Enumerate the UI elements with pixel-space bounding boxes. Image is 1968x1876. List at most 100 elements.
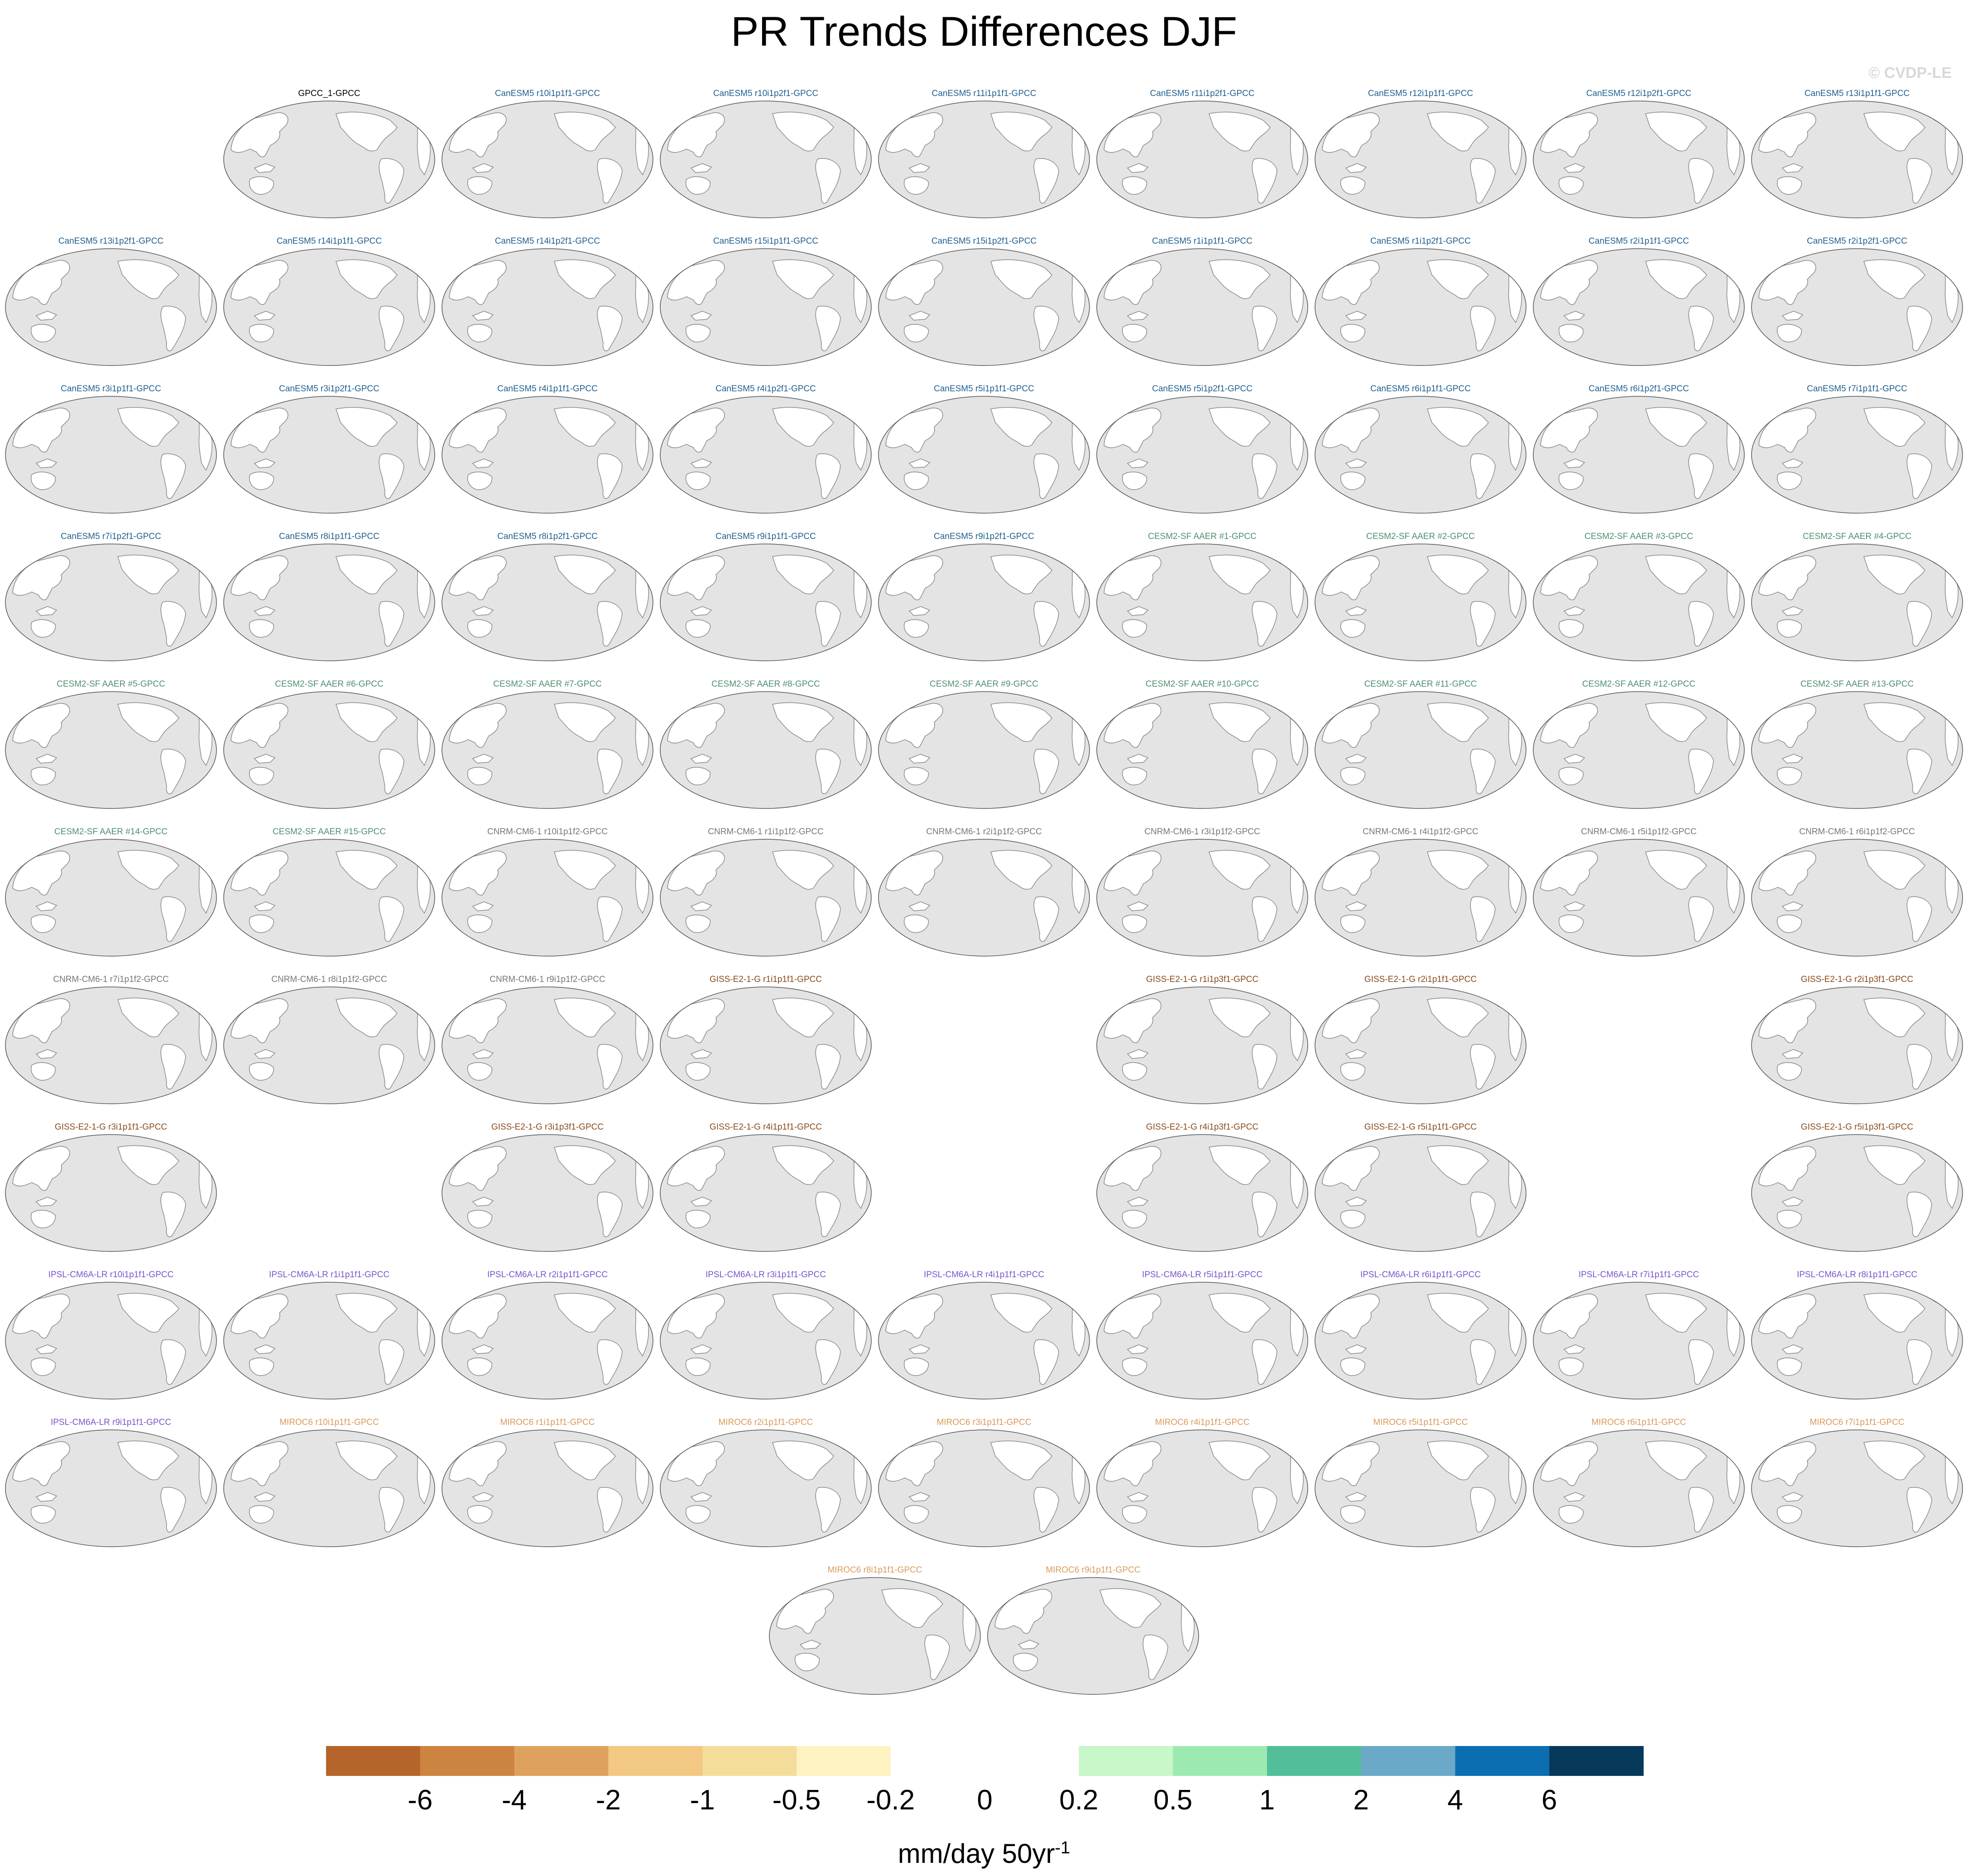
colorbar-swatch bbox=[890, 1746, 985, 1776]
land-area bbox=[1563, 901, 1585, 911]
map-panel: CanESM5 r3i1p2f1-GPCC bbox=[223, 384, 436, 520]
map-panel-title: CESM2-SF AAER #9-GPCC bbox=[930, 679, 1038, 689]
land-area bbox=[1777, 914, 1802, 933]
land-area bbox=[686, 619, 711, 638]
robinson-map bbox=[1533, 839, 1745, 957]
land-area bbox=[772, 111, 834, 152]
land-area bbox=[160, 453, 186, 499]
colorbar-swatch bbox=[514, 1746, 609, 1776]
land-area bbox=[160, 1339, 186, 1385]
colorbar-tick-label: 6 bbox=[1541, 1785, 1557, 1816]
map-border bbox=[442, 248, 653, 366]
map-panel: CNRM-CM6-1 r10i1p1f2-GPCC bbox=[441, 827, 654, 962]
land-area bbox=[336, 111, 398, 152]
map-border bbox=[442, 1429, 653, 1547]
map-border bbox=[1751, 1429, 1963, 1547]
land-area bbox=[1863, 702, 1925, 742]
colorbar-tick-label: -1 bbox=[690, 1785, 715, 1816]
map-border bbox=[5, 248, 217, 366]
land-area bbox=[35, 1344, 58, 1354]
land-area bbox=[1427, 554, 1489, 595]
map-border bbox=[1096, 1429, 1308, 1547]
land-area bbox=[472, 901, 494, 911]
map-border bbox=[1533, 396, 1745, 514]
colorbar-swatch bbox=[1549, 1746, 1644, 1776]
map-panel-title: CESM2-SF AAER #8-GPCC bbox=[711, 679, 820, 689]
robinson-map bbox=[1751, 1429, 1963, 1547]
land-area bbox=[1033, 1487, 1059, 1533]
land-area bbox=[908, 901, 931, 911]
land-area bbox=[554, 850, 616, 890]
map-panel: IPSL-CM6A-LR r2i1p1f1-GPCC bbox=[441, 1270, 654, 1405]
land-area bbox=[117, 1145, 179, 1185]
land-area bbox=[908, 311, 931, 321]
map-panel: IPSL-CM6A-LR r5i1p1f1-GPCC bbox=[1096, 1270, 1309, 1405]
land-area bbox=[990, 554, 1052, 595]
robinson-map bbox=[878, 1282, 1090, 1400]
map-border bbox=[1533, 691, 1745, 809]
map-panel-title: CESM2-SF AAER #5-GPCC bbox=[57, 679, 165, 689]
land-area bbox=[686, 1357, 711, 1376]
land-area bbox=[1122, 471, 1147, 490]
map-panel: CanESM5 r10i1p1f1-GPCC bbox=[441, 88, 654, 224]
land-area bbox=[1345, 606, 1367, 616]
map-panel: CESM2-SF AAER #15-GPCC bbox=[223, 827, 436, 962]
land-area bbox=[1781, 163, 1804, 173]
map-panel-title: CanESM5 r7i1p2f1-GPCC bbox=[61, 532, 161, 541]
land-area bbox=[904, 471, 929, 490]
land-area bbox=[379, 896, 404, 942]
land-area bbox=[904, 767, 929, 785]
land-area bbox=[690, 1492, 712, 1502]
land-area bbox=[1559, 767, 1584, 785]
robinson-map bbox=[442, 396, 653, 514]
map-border bbox=[223, 544, 435, 661]
robinson-map bbox=[1533, 248, 1745, 366]
land-area bbox=[1688, 306, 1714, 351]
land-area bbox=[772, 407, 834, 447]
robinson-map bbox=[5, 544, 217, 661]
map-panel-title: CanESM5 r15i1p2f1-GPCC bbox=[931, 236, 1037, 246]
land-area bbox=[31, 914, 56, 933]
land-area bbox=[1781, 1344, 1804, 1354]
robinson-map bbox=[1096, 544, 1308, 661]
map-border bbox=[1096, 1134, 1308, 1252]
colorbar-swatch bbox=[797, 1746, 891, 1776]
robinson-map bbox=[1315, 691, 1526, 809]
map-panel: CanESM5 r5i1p2f1-GPCC bbox=[1096, 384, 1309, 520]
robinson-map bbox=[1751, 1282, 1963, 1400]
land-area bbox=[1252, 1044, 1277, 1090]
map-border bbox=[660, 839, 872, 957]
map-border bbox=[223, 1282, 435, 1400]
land-area bbox=[1209, 111, 1271, 152]
robinson-map bbox=[878, 544, 1090, 661]
map-border bbox=[223, 839, 435, 957]
map-panel: CanESM5 r11i1p1f1-GPCC bbox=[878, 88, 1090, 224]
land-area bbox=[254, 754, 276, 764]
land-area bbox=[467, 1357, 493, 1376]
land-area bbox=[1906, 601, 1932, 647]
map-panel-title: CanESM5 r15i1p1f1-GPCC bbox=[713, 236, 819, 246]
land-area bbox=[1563, 1344, 1585, 1354]
land-area bbox=[1781, 1197, 1804, 1207]
map-panel-title: IPSL-CM6A-LR r3i1p1f1-GPCC bbox=[705, 1270, 826, 1280]
map-panel-title: CNRM-CM6-1 r8i1p1f2-GPCC bbox=[271, 975, 387, 984]
robinson-map bbox=[1533, 396, 1745, 514]
map-panel: CanESM5 r14i1p2f1-GPCC bbox=[441, 236, 654, 372]
land-area bbox=[117, 850, 179, 890]
land-area bbox=[1781, 901, 1804, 911]
map-border bbox=[223, 248, 435, 366]
map-panel: CanESM5 r11i1p2f1-GPCC bbox=[1096, 88, 1309, 224]
map-panel-title: CanESM5 r12i1p1f1-GPCC bbox=[1368, 89, 1474, 98]
map-border bbox=[1751, 691, 1963, 809]
map-panel-title: CanESM5 r2i1p1f1-GPCC bbox=[1589, 236, 1689, 246]
colorbar-tick-label: 1 bbox=[1259, 1785, 1275, 1816]
land-area bbox=[31, 767, 56, 785]
land-area bbox=[1122, 1357, 1147, 1376]
land-area bbox=[249, 619, 274, 638]
land-area bbox=[1863, 407, 1925, 447]
land-area bbox=[379, 1339, 404, 1385]
land-area bbox=[1559, 1357, 1584, 1376]
robinson-map bbox=[1751, 986, 1963, 1104]
robinson-map bbox=[442, 839, 653, 957]
map-panel: CanESM5 r13i1p2f1-GPCC bbox=[5, 236, 217, 372]
